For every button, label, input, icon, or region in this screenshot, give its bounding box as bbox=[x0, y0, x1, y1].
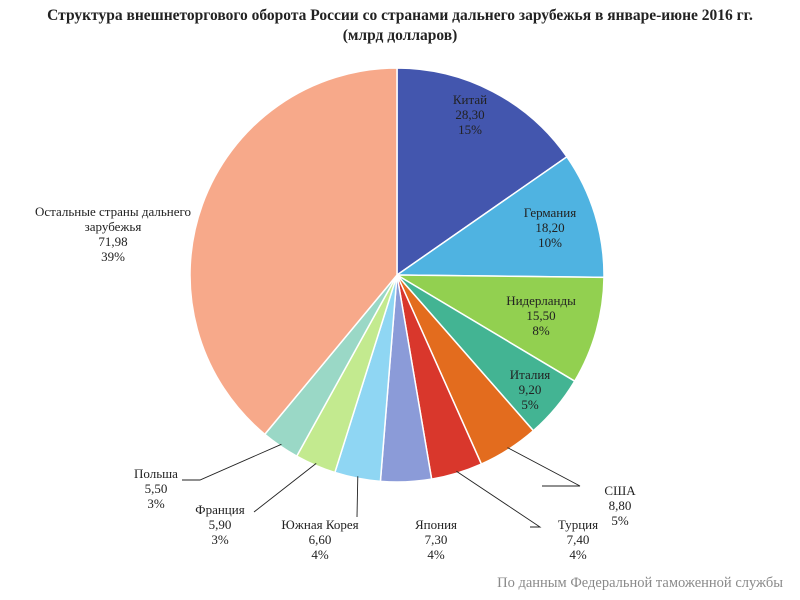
slice-label-4: Италия 9,20 5% bbox=[510, 367, 551, 412]
slice-label-2: Германия 18,20 10% bbox=[524, 205, 576, 250]
slice-3 bbox=[394, 274, 605, 383]
slice-label-5: США 8,80 5% bbox=[604, 483, 636, 528]
slice-11 bbox=[189, 67, 398, 436]
slice-label-10: Польша 5,50 3% bbox=[134, 466, 178, 511]
leader-line-5 bbox=[507, 447, 581, 487]
source-note: По данным Федеральной таможенной службы bbox=[497, 575, 783, 591]
slice-label-1: Китай 28,30 15% bbox=[453, 92, 487, 137]
leader-line-6 bbox=[456, 470, 542, 528]
slice-1 bbox=[396, 67, 568, 277]
slice-label-11: Остальные страны дальнего зарубежья 71,98 3… bbox=[35, 204, 191, 264]
slice-label-9: Франция 5,90 3% bbox=[195, 502, 244, 547]
chart-title: Структура внешнеторгового оборота России… bbox=[47, 7, 753, 24]
slice-2 bbox=[394, 155, 605, 279]
slice-label-7: Япония 7,30 4% bbox=[415, 517, 457, 562]
leader-line-9 bbox=[253, 463, 317, 513]
slice-label-3: Нидерланды 15,50 8% bbox=[506, 293, 576, 338]
slice-label-8: Южная Корея 6,60 4% bbox=[281, 517, 358, 562]
chart-subtitle: (млрд долларов) bbox=[343, 27, 458, 44]
slice-label-6: Турция 7,40 4% bbox=[558, 517, 598, 562]
leader-line-8 bbox=[356, 476, 359, 518]
leader-line-10 bbox=[182, 443, 282, 481]
